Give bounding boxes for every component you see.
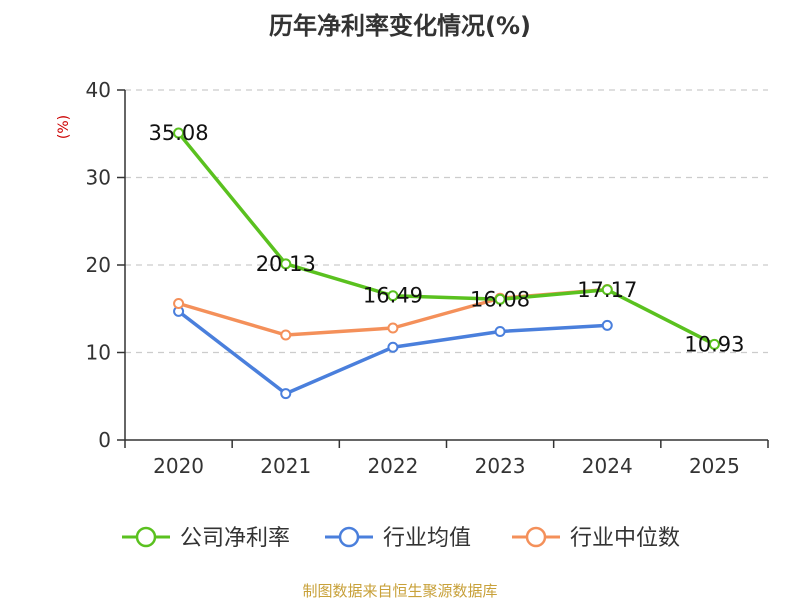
y-tick-label: 10 — [86, 341, 111, 365]
series-line — [176, 131, 717, 347]
data-label: 20.13 — [256, 252, 316, 276]
data-point[interactable] — [601, 284, 613, 296]
data-point[interactable] — [387, 290, 399, 302]
x-tick-label: 2020 — [153, 454, 204, 478]
data-point[interactable] — [494, 293, 506, 305]
data-point[interactable] — [387, 341, 399, 353]
series-lines — [173, 127, 720, 400]
data-label: 16.49 — [363, 284, 423, 308]
axes: 0 10 20 30 40 2020 2021 2022 2023 2024 2025 — [86, 78, 769, 478]
legend[interactable]: 公司净利率 行业均值 行业中位数 — [122, 526, 680, 551]
data-label: 10.93 — [684, 332, 744, 356]
data-label: 17.17 — [577, 278, 637, 302]
y-tick-label: 0 — [98, 428, 111, 452]
x-tick-label: 2024 — [582, 454, 633, 478]
data-point[interactable] — [280, 258, 292, 270]
data-point[interactable] — [494, 326, 506, 337]
x-tick-label: 2021 — [260, 454, 311, 478]
data-label: 16.08 — [470, 287, 530, 311]
series-company-net-margin — [173, 127, 720, 350]
source-footnote: 制图数据来自恒生聚源数据库 — [302, 582, 497, 600]
legend-label: 公司净利率 — [180, 526, 290, 551]
data-point[interactable] — [280, 388, 292, 400]
chart-title: 历年净利率变化情况(%) — [269, 12, 531, 40]
data-point[interactable] — [708, 338, 720, 350]
x-tick-label: 2023 — [475, 454, 526, 478]
gridlines — [125, 89, 768, 354]
legend-item[interactable]: 公司净利率 — [122, 526, 290, 551]
y-tick-label: 20 — [86, 253, 111, 277]
data-point[interactable] — [387, 322, 399, 334]
data-labels: 35.08 20.13 16.49 16.08 17.17 10.93 — [149, 121, 745, 356]
legend-item[interactable]: 行业均值 — [325, 526, 471, 551]
data-label: 35.08 — [149, 121, 209, 145]
y-tick-label: 30 — [86, 166, 111, 190]
x-tick-label: 2025 — [689, 454, 740, 478]
y-axis-label: (%) — [56, 115, 72, 139]
legend-label: 行业均值 — [383, 526, 471, 551]
legend-marker — [525, 526, 547, 548]
data-point[interactable] — [280, 329, 292, 341]
data-point[interactable] — [173, 298, 185, 309]
legend-marker — [338, 526, 360, 548]
legend-item[interactable]: 行业中位数 — [512, 526, 680, 551]
x-tick-label: 2022 — [367, 454, 418, 478]
data-point[interactable] — [173, 127, 185, 139]
y-tick-label: 40 — [86, 78, 111, 102]
legend-marker — [135, 526, 157, 548]
data-point[interactable] — [601, 319, 613, 331]
legend-label: 行业中位数 — [570, 526, 680, 551]
